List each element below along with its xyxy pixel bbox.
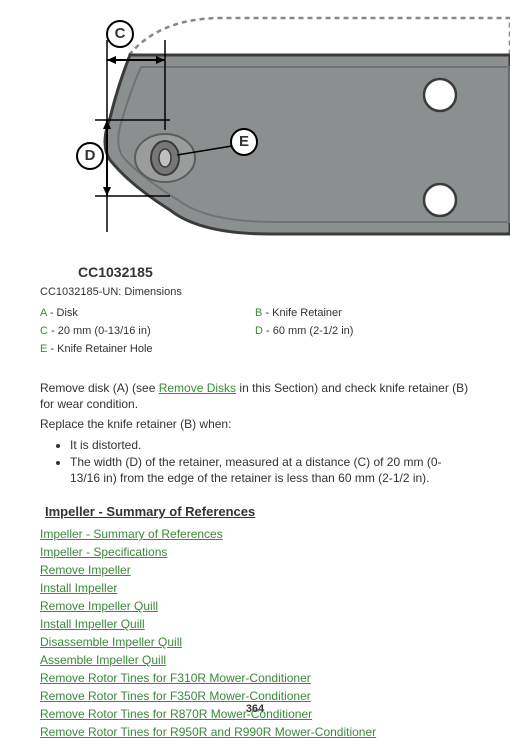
ref-link[interactable]: Assemble Impeller Quill [40,651,166,669]
mount-hole-top [424,79,456,111]
ref-link[interactable]: Impeller - Summary of References [40,525,223,543]
ghost-outline [129,18,510,55]
instructions: Remove disk (A) (see Remove Disks in thi… [40,380,470,486]
section-heading-impeller: Impeller - Summary of References [45,504,510,519]
legend-item: C - 20 mm (0-13/16 in) [40,322,255,340]
figure-caption: CC1032185 [78,264,510,280]
instruction-list: It is distorted. The width (D) of the re… [70,437,470,487]
legend-letter: C [40,325,48,337]
retainer-hole-inner [159,149,171,167]
ref-link[interactable]: Impeller - Specifications [40,543,167,561]
ref-link[interactable]: Remove Rotor Tines for F310R Mower-Condi… [40,669,311,687]
dim-c-arrow-l [107,56,116,64]
legend-item: D - 60 mm (2-1/2 in) [255,322,470,340]
ref-link[interactable]: Remove Impeller [40,561,131,579]
ref-link[interactable]: Install Impeller Quill [40,615,145,633]
instruction-paragraph: Remove disk (A) (see Remove Disks in thi… [40,380,470,412]
callout-c: C [106,20,134,48]
ref-link[interactable]: Disassemble Impeller Quill [40,633,182,651]
legend-item: A - Disk [40,304,255,322]
legend-text: - 20 mm (0-13/16 in) [48,325,151,337]
legend-letter: A [40,307,47,319]
dim-d-arrow-b [103,187,111,196]
page-number: 364 [0,703,510,715]
instruction-paragraph: Replace the knife retainer (B) when: [40,416,470,432]
legend-item: E - Knife Retainer Hole [40,340,255,358]
ref-link[interactable]: Remove Impeller Quill [40,597,158,615]
instruction-list-item: It is distorted. [70,437,470,453]
legend-text: - Knife Retainer Hole [47,343,152,355]
mount-hole-bottom [424,184,456,216]
remove-disks-link[interactable]: Remove Disks [159,381,236,395]
ref-link[interactable]: Install Impeller [40,579,117,597]
legend-item: B - Knife Retainer [255,304,470,322]
text: Remove disk (A) (see [40,381,159,395]
legend-letter: D [255,325,263,337]
callout-d: D [76,142,104,170]
ref-link[interactable]: Remove Rotor Tines for R950R and R990R M… [40,723,376,741]
legend-text: - Disk [47,307,78,319]
knife-retainer-svg [0,0,510,260]
legend-title: CC1032185-UN: Dimensions [40,286,510,298]
callout-e: E [230,128,258,156]
legend-block: CC1032185-UN: Dimensions A - Disk B - Kn… [40,286,510,358]
instruction-list-item: The width (D) of the retainer, measured … [70,454,470,486]
legend-text: - Knife Retainer [262,307,341,319]
figure-diagram: C D E [0,0,510,260]
legend-text: - 60 mm (2-1/2 in) [263,325,353,337]
